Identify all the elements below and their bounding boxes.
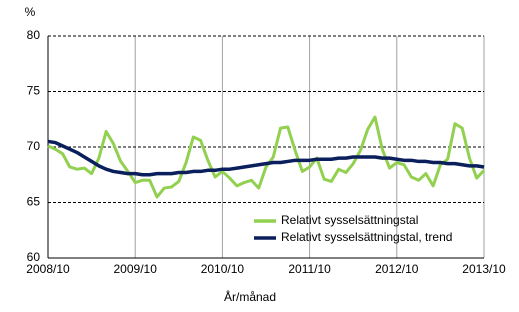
x-axis-label: År/månad [224,289,276,304]
x-tick-label: 2012/10 [375,262,419,276]
x-tick-label: 2011/10 [288,262,331,276]
y-tick-label: 80 [27,28,41,42]
y-tick-label: 70 [27,139,41,153]
x-tick-label: 2013/10 [462,262,506,276]
y-tick-label: 75 [27,84,41,98]
y-tick-label: 65 [27,195,41,209]
legend-label: Relativt sysselsättningstal, trend [281,230,452,244]
data-line [47,115,486,199]
y-axis-label: % [25,5,36,19]
x-tick-label: 2010/10 [201,262,245,276]
x-tick-label: 2009/10 [114,262,158,276]
y-tick-label: 60 [27,250,41,264]
data-line [47,139,485,177]
legend-label: Relativt sysselsättningstal [281,213,418,227]
x-tick-label: 2008/10 [26,262,70,276]
